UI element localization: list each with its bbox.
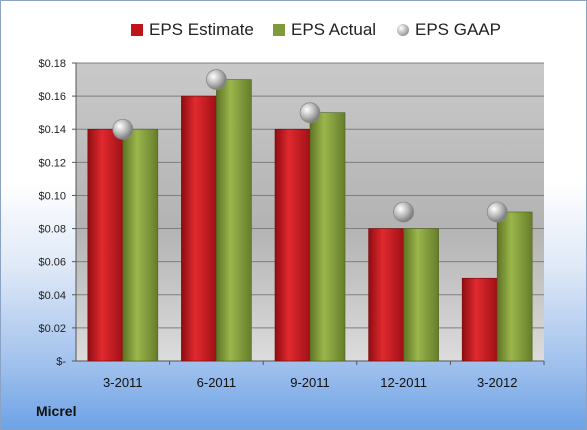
legend-item-gaap: EPS GAAP <box>397 18 501 42</box>
bar-eps-actual <box>122 128 159 362</box>
legend-label-gaap: EPS GAAP <box>415 20 501 39</box>
bar-eps-actual <box>216 79 252 362</box>
y-tick-label: $0.10 <box>38 190 66 202</box>
bar-eps-actual <box>403 228 439 362</box>
x-tick-label: 9-2011 <box>290 375 330 390</box>
y-tick-label: $0.02 <box>38 323 66 335</box>
y-tick-label: $0.08 <box>38 224 66 236</box>
y-tick-label: $0.16 <box>38 91 66 103</box>
bar-eps-estimate <box>274 128 311 362</box>
bar-eps-estimate <box>87 128 124 362</box>
y-tick-label: $0.12 <box>38 157 66 169</box>
bar-eps-actual <box>309 112 346 362</box>
legend-label-estimate: EPS Estimate <box>149 20 254 39</box>
legend-label-actual: EPS Actual <box>291 20 377 39</box>
y-tick-label: $- <box>56 356 66 368</box>
legend-swatch-gaap <box>397 24 409 36</box>
x-tick-label: 3-2012 <box>477 375 517 390</box>
point-eps-gaap <box>486 201 508 223</box>
legend-item-estimate: EPS Estimate <box>131 18 254 42</box>
bar-eps-estimate <box>461 277 498 362</box>
y-tick-label: $0.06 <box>38 257 66 269</box>
legend-swatch-actual <box>273 24 285 36</box>
legend-item-actual: EPS Actual <box>273 18 376 42</box>
y-tick-label: $0.18 <box>38 58 66 70</box>
bar-eps-estimate <box>181 95 217 362</box>
x-tick-label: 12-2011 <box>380 375 427 390</box>
bar-eps-actual <box>496 211 533 362</box>
legend-swatch-estimate <box>131 24 143 36</box>
company-name: Micrel <box>36 403 77 419</box>
point-eps-gaap <box>299 102 321 124</box>
legend: EPS Estimate EPS Actual EPS GAAP <box>1 18 586 42</box>
point-eps-gaap <box>205 69 227 90</box>
point-eps-gaap <box>112 118 134 140</box>
y-tick-label: $0.04 <box>38 290 66 302</box>
x-tick-label: 3-2011 <box>103 375 143 390</box>
bar-eps-estimate <box>368 228 404 362</box>
y-tick-label: $0.14 <box>38 124 66 136</box>
point-eps-gaap <box>393 201 415 223</box>
x-tick-label: 6-2011 <box>197 375 237 390</box>
